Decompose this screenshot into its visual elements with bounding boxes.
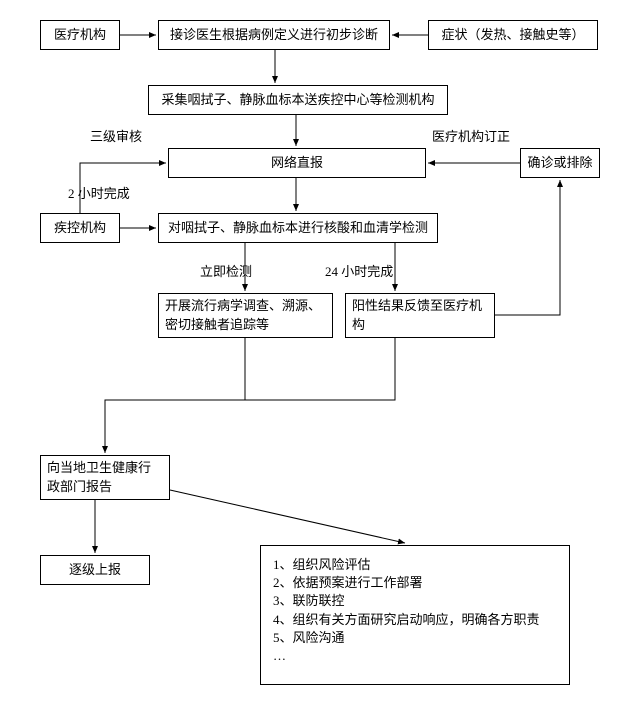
label-2h-complete: 2 小时完成 <box>68 185 130 203</box>
node-confirm-exclude: 确诊或排除 <box>520 148 600 178</box>
action-item: … <box>273 647 540 665</box>
node-actions-list: 1、组织风险评估 2、依据预案进行工作部署 3、联防联控 4、组织有关方面研究启… <box>260 545 570 685</box>
text: 确诊或排除 <box>527 154 592 172</box>
text: 逐级上报 <box>69 561 121 579</box>
text: 接诊医生根据病例定义进行初步诊断 <box>170 26 378 44</box>
node-symptoms: 症状（发热、接触史等） <box>428 20 598 50</box>
label-three-level-review: 三级审核 <box>90 128 142 146</box>
text: 网络直报 <box>271 154 323 172</box>
node-positive-feedback: 阳性结果反馈至医疗机构 <box>345 293 495 338</box>
node-escalate-report: 逐级上报 <box>40 555 150 585</box>
text: 阳性结果反馈至医疗机构 <box>352 297 488 333</box>
node-medical-institution: 医疗机构 <box>40 20 120 50</box>
action-item: 5、风险沟通 <box>273 629 540 647</box>
text: 症状（发热、接触史等） <box>441 26 584 44</box>
node-cdc-institution: 疾控机构 <box>40 213 120 243</box>
node-report-health-dept: 向当地卫生健康行政部门报告 <box>40 455 170 500</box>
node-network-report: 网络直报 <box>168 148 426 178</box>
node-initial-diagnosis: 接诊医生根据病例定义进行初步诊断 <box>158 20 390 50</box>
label-immediate-test: 立即检测 <box>200 263 252 281</box>
label-24h-complete: 24 小时完成 <box>325 263 393 281</box>
text: 医疗机构 <box>54 26 106 44</box>
text: 向当地卫生健康行政部门报告 <box>47 459 163 495</box>
text: 对咽拭子、静脉血标本进行核酸和血清学检测 <box>168 219 428 237</box>
action-item: 4、组织有关方面研究启动响应，明确各方职责 <box>273 611 540 629</box>
text: 开展流行病学调查、溯源、密切接触者追踪等 <box>165 297 326 333</box>
node-epidemiology: 开展流行病学调查、溯源、密切接触者追踪等 <box>158 293 333 338</box>
node-nucleic-acid-test: 对咽拭子、静脉血标本进行核酸和血清学检测 <box>158 213 438 243</box>
action-item: 1、组织风险评估 <box>273 556 540 574</box>
text: 疾控机构 <box>54 219 106 237</box>
action-item: 3、联防联控 <box>273 592 540 610</box>
action-item: 2、依据预案进行工作部署 <box>273 574 540 592</box>
label-institution-revise: 医疗机构订正 <box>432 128 510 146</box>
text: 采集咽拭子、静脉血标本送疾控中心等检测机构 <box>161 91 434 109</box>
node-sample-collection: 采集咽拭子、静脉血标本送疾控中心等检测机构 <box>148 85 448 115</box>
